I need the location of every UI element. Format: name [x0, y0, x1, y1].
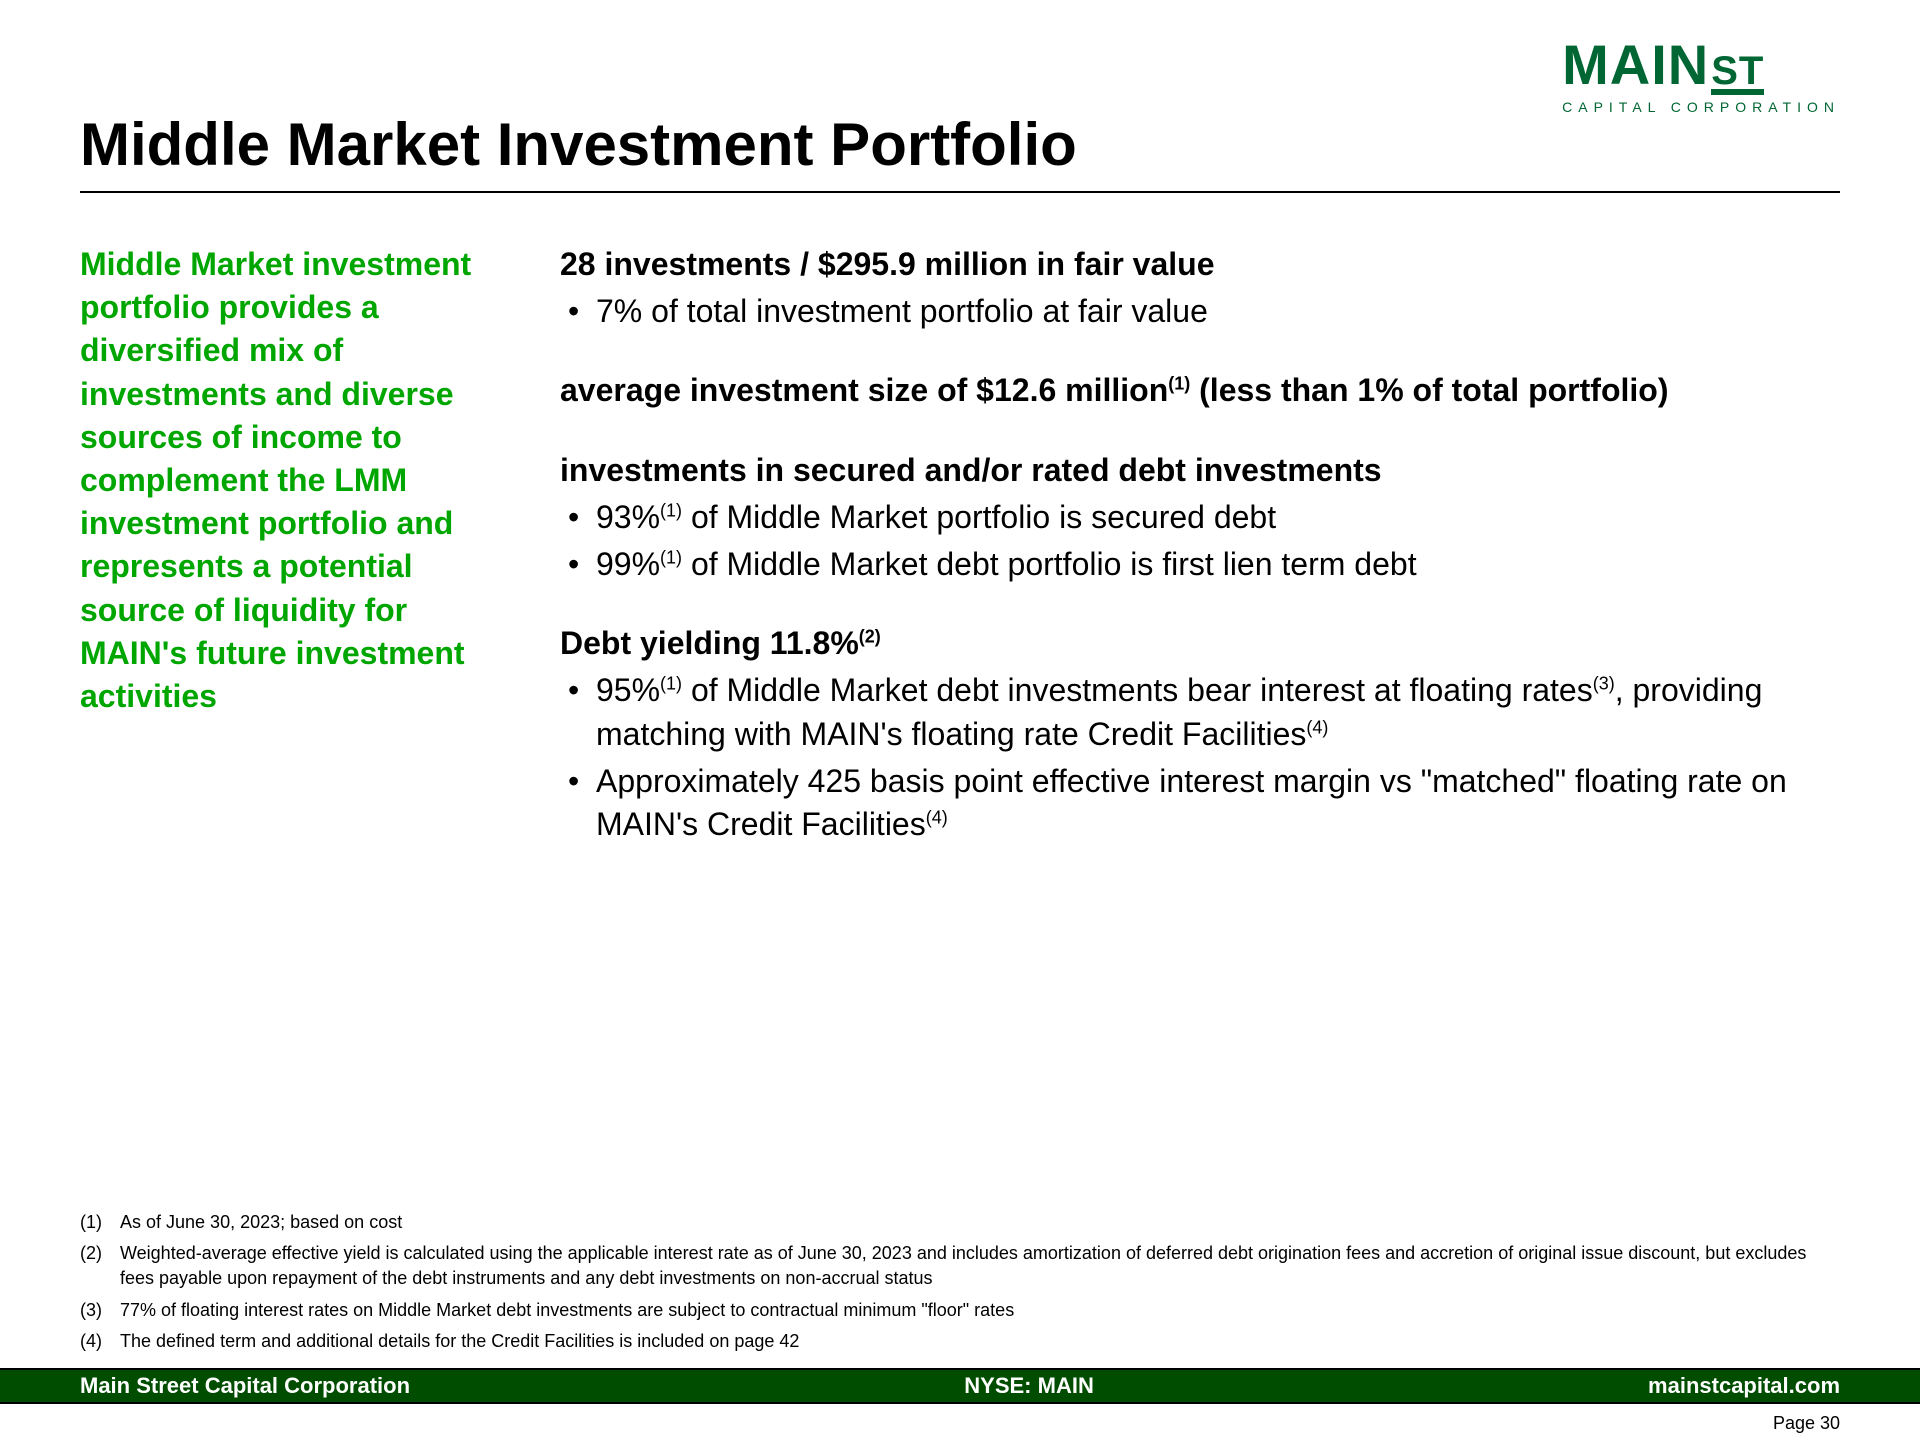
page-title: Middle Market Investment Portfolio — [80, 110, 1840, 193]
footnotes: (1)As of June 30, 2023; based on cost (2… — [80, 1210, 1840, 1360]
footnote: (4)The defined term and additional detai… — [80, 1329, 1840, 1354]
section-head: investments in secured and/or rated debt… — [560, 449, 1840, 492]
slide: MAINST CAPITAL CORPORATION Middle Market… — [0, 0, 1920, 1440]
footnote-num: (3) — [80, 1298, 120, 1323]
footer-right: mainstcapital.com — [1648, 1373, 1840, 1399]
page-number: Page 30 — [1773, 1413, 1840, 1434]
footnote-text: Weighted-average effective yield is calc… — [120, 1241, 1840, 1291]
bullet-list: 95%(1) of Middle Market debt investments… — [560, 669, 1840, 846]
bullet-item: 99%(1) of Middle Market debt portfolio i… — [596, 543, 1840, 586]
footnote-text: As of June 30, 2023; based on cost — [120, 1210, 402, 1235]
footer-center: NYSE: MAIN — [964, 1373, 1094, 1399]
section-head: 28 investments / $295.9 million in fair … — [560, 243, 1840, 286]
sidebar-summary: Middle Market investment portfolio provi… — [80, 243, 500, 718]
footnote-text: The defined term and additional details … — [120, 1329, 799, 1354]
footnote-text: 77% of floating interest rates on Middle… — [120, 1298, 1014, 1323]
section-secured: investments in secured and/or rated debt… — [560, 449, 1840, 587]
section-avg-size: average investment size of $12.6 million… — [560, 369, 1840, 412]
footer-bar: Main Street Capital Corporation NYSE: MA… — [0, 1368, 1920, 1404]
footnote: (3)77% of floating interest rates on Mid… — [80, 1298, 1840, 1323]
section-head: Debt yielding 11.8%(2) — [560, 622, 1840, 665]
section-head: average investment size of $12.6 million… — [560, 369, 1840, 412]
footnote-num: (4) — [80, 1329, 120, 1354]
bullet-item: 95%(1) of Middle Market debt investments… — [596, 669, 1840, 755]
section-debt-yield: Debt yielding 11.8%(2) 95%(1) of Middle … — [560, 622, 1840, 846]
footnote: (2)Weighted-average effective yield is c… — [80, 1241, 1840, 1291]
section-investments: 28 investments / $295.9 million in fair … — [560, 243, 1840, 333]
sidebar: Middle Market investment portfolio provi… — [80, 243, 500, 882]
footnote: (1)As of June 30, 2023; based on cost — [80, 1210, 1840, 1235]
logo-main: MAINST — [1562, 40, 1840, 95]
bullet-item: 7% of total investment portfolio at fair… — [596, 290, 1840, 333]
bullet-item: Approximately 425 basis point effective … — [596, 760, 1840, 846]
logo-text-st: ST — [1711, 53, 1764, 95]
footnote-num: (1) — [80, 1210, 120, 1235]
main-content: 28 investments / $295.9 million in fair … — [560, 243, 1840, 882]
footer-left: Main Street Capital Corporation — [80, 1373, 410, 1399]
content-area: Middle Market investment portfolio provi… — [80, 243, 1840, 882]
logo-text-main: MAIN — [1562, 40, 1709, 90]
logo-subtitle: CAPITAL CORPORATION — [1562, 99, 1840, 115]
bullet-list: 93%(1) of Middle Market portfolio is sec… — [560, 496, 1840, 586]
footnote-num: (2) — [80, 1241, 120, 1291]
bullet-item: 93%(1) of Middle Market portfolio is sec… — [596, 496, 1840, 539]
company-logo: MAINST CAPITAL CORPORATION — [1562, 40, 1840, 115]
bullet-list: 7% of total investment portfolio at fair… — [560, 290, 1840, 333]
